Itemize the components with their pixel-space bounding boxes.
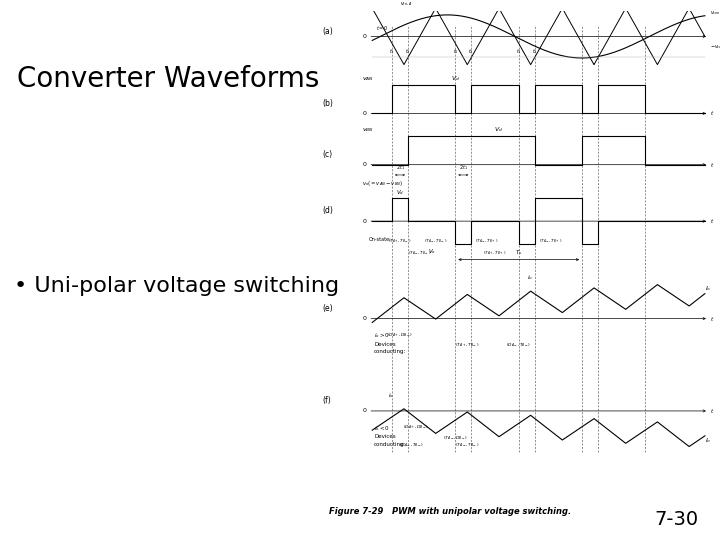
Text: $v_{control}$: $v_{control}$ bbox=[710, 9, 720, 17]
Text: $t$: $t$ bbox=[710, 407, 714, 415]
Text: $(T_{A+}, T_{B-})$: $(T_{A+}, T_{B-})$ bbox=[455, 342, 480, 349]
Text: $(D_{A+}, D_{B-})$: $(D_{A+}, D_{B-})$ bbox=[387, 332, 413, 339]
Text: 0: 0 bbox=[362, 219, 366, 224]
Text: $(D_{A-}, T_{B-})$: $(D_{A-}, T_{B-})$ bbox=[399, 442, 425, 449]
Text: $v_{AN}$: $v_{AN}$ bbox=[362, 75, 374, 83]
Text: $I_o$: $I_o$ bbox=[705, 436, 711, 446]
Text: (f): (f) bbox=[323, 396, 331, 405]
Text: conducting:: conducting: bbox=[374, 349, 407, 354]
Text: 0: 0 bbox=[362, 162, 366, 167]
Text: $v_{BN}$: $v_{BN}$ bbox=[362, 126, 374, 134]
Text: (a): (a) bbox=[323, 27, 333, 36]
Text: Devices: Devices bbox=[374, 434, 396, 439]
Text: $t$: $t$ bbox=[710, 110, 714, 117]
Text: $(T_{A+},T_{B+})$: $(T_{A+},T_{B+})$ bbox=[483, 249, 507, 257]
Text: $(T_{A-},T_{B-})$: $(T_{A-},T_{B-})$ bbox=[408, 249, 431, 257]
Text: $t$: $t$ bbox=[710, 315, 714, 322]
Text: $V_d$: $V_d$ bbox=[495, 125, 503, 134]
Text: $t_1$: $t_1$ bbox=[516, 47, 522, 56]
Text: $t_1$: $t_1$ bbox=[389, 47, 395, 56]
Text: $I_o$: $I_o$ bbox=[705, 284, 711, 293]
Text: • Uni-polar voltage switching: • Uni-polar voltage switching bbox=[14, 276, 338, 296]
Text: $V_d$: $V_d$ bbox=[451, 74, 460, 83]
Text: 0: 0 bbox=[362, 34, 366, 39]
Text: $v_o(=v_{AN}-v_{BN})$: $v_o(=v_{AN}-v_{BN})$ bbox=[362, 179, 403, 188]
Text: (b): (b) bbox=[323, 99, 333, 107]
Text: $t$: $t$ bbox=[710, 161, 714, 168]
Text: $(T_{A+},T_{B-})$: $(T_{A+},T_{B-})$ bbox=[388, 238, 412, 245]
Text: $i_o$: $i_o$ bbox=[388, 391, 394, 400]
Text: $t_2$: $t_2$ bbox=[532, 47, 537, 56]
Text: $i_o > 0$: $i_o > 0$ bbox=[374, 332, 390, 340]
Text: $v_{tri,A}$: $v_{tri,A}$ bbox=[400, 1, 413, 8]
Text: $i_o < 0$: $i_o < 0$ bbox=[374, 424, 390, 433]
Text: (e): (e) bbox=[323, 304, 333, 313]
Text: (d): (d) bbox=[323, 206, 333, 215]
Text: $-v_{control}$: $-v_{control}$ bbox=[710, 43, 720, 51]
Text: $(D_{A-}, T_{B-})$: $(D_{A-}, T_{B-})$ bbox=[506, 342, 531, 349]
Text: On-state:: On-state: bbox=[369, 237, 391, 241]
Text: $(T_{A-},T_{B-})$: $(T_{A-},T_{B-})$ bbox=[424, 238, 447, 245]
Text: $t_2$: $t_2$ bbox=[405, 47, 410, 56]
Text: $t$: $t$ bbox=[710, 217, 714, 225]
Text: 0: 0 bbox=[362, 316, 366, 321]
Text: (c): (c) bbox=[323, 150, 333, 159]
Text: $t_1$: $t_1$ bbox=[452, 47, 459, 56]
Text: Converter Waveforms: Converter Waveforms bbox=[17, 65, 319, 93]
Text: $(D_{A+}, D_{B-})$: $(D_{A+}, D_{B-})$ bbox=[403, 424, 428, 431]
Text: 0: 0 bbox=[362, 408, 366, 414]
Text: $T_s$: $T_s$ bbox=[515, 248, 523, 257]
Text: $V_o$: $V_o$ bbox=[428, 247, 436, 255]
Text: $(T_{A-}, D_{B-})$: $(T_{A-}, D_{B-})$ bbox=[443, 434, 468, 442]
Text: $2t_1$: $2t_1$ bbox=[459, 164, 468, 172]
Text: $t=0$: $t=0$ bbox=[376, 24, 389, 32]
Text: conducting:: conducting: bbox=[374, 442, 407, 447]
Text: $\hat{v}_{tri}$: $\hat{v}_{tri}$ bbox=[380, 0, 390, 3]
Text: $V_d$: $V_d$ bbox=[396, 187, 404, 197]
Text: $(T_{A-},T_{B+})$: $(T_{A-},T_{B+})$ bbox=[475, 238, 499, 245]
Text: $2t_1$: $2t_1$ bbox=[395, 164, 405, 172]
Text: $(T_{A-},T_{B+})$: $(T_{A-},T_{B+})$ bbox=[539, 238, 562, 245]
Text: 0: 0 bbox=[362, 111, 366, 116]
Text: $i_o$: $i_o$ bbox=[526, 273, 533, 282]
Text: $t_2$: $t_2$ bbox=[469, 47, 474, 56]
Text: $(T_{A-}, T_{B-})$: $(T_{A-}, T_{B-})$ bbox=[455, 442, 480, 449]
Text: Devices: Devices bbox=[374, 342, 396, 347]
Text: Figure 7-29   PWM with unipolar voltage switching.: Figure 7-29 PWM with unipolar voltage sw… bbox=[328, 507, 571, 516]
Text: 7-30: 7-30 bbox=[654, 510, 698, 529]
